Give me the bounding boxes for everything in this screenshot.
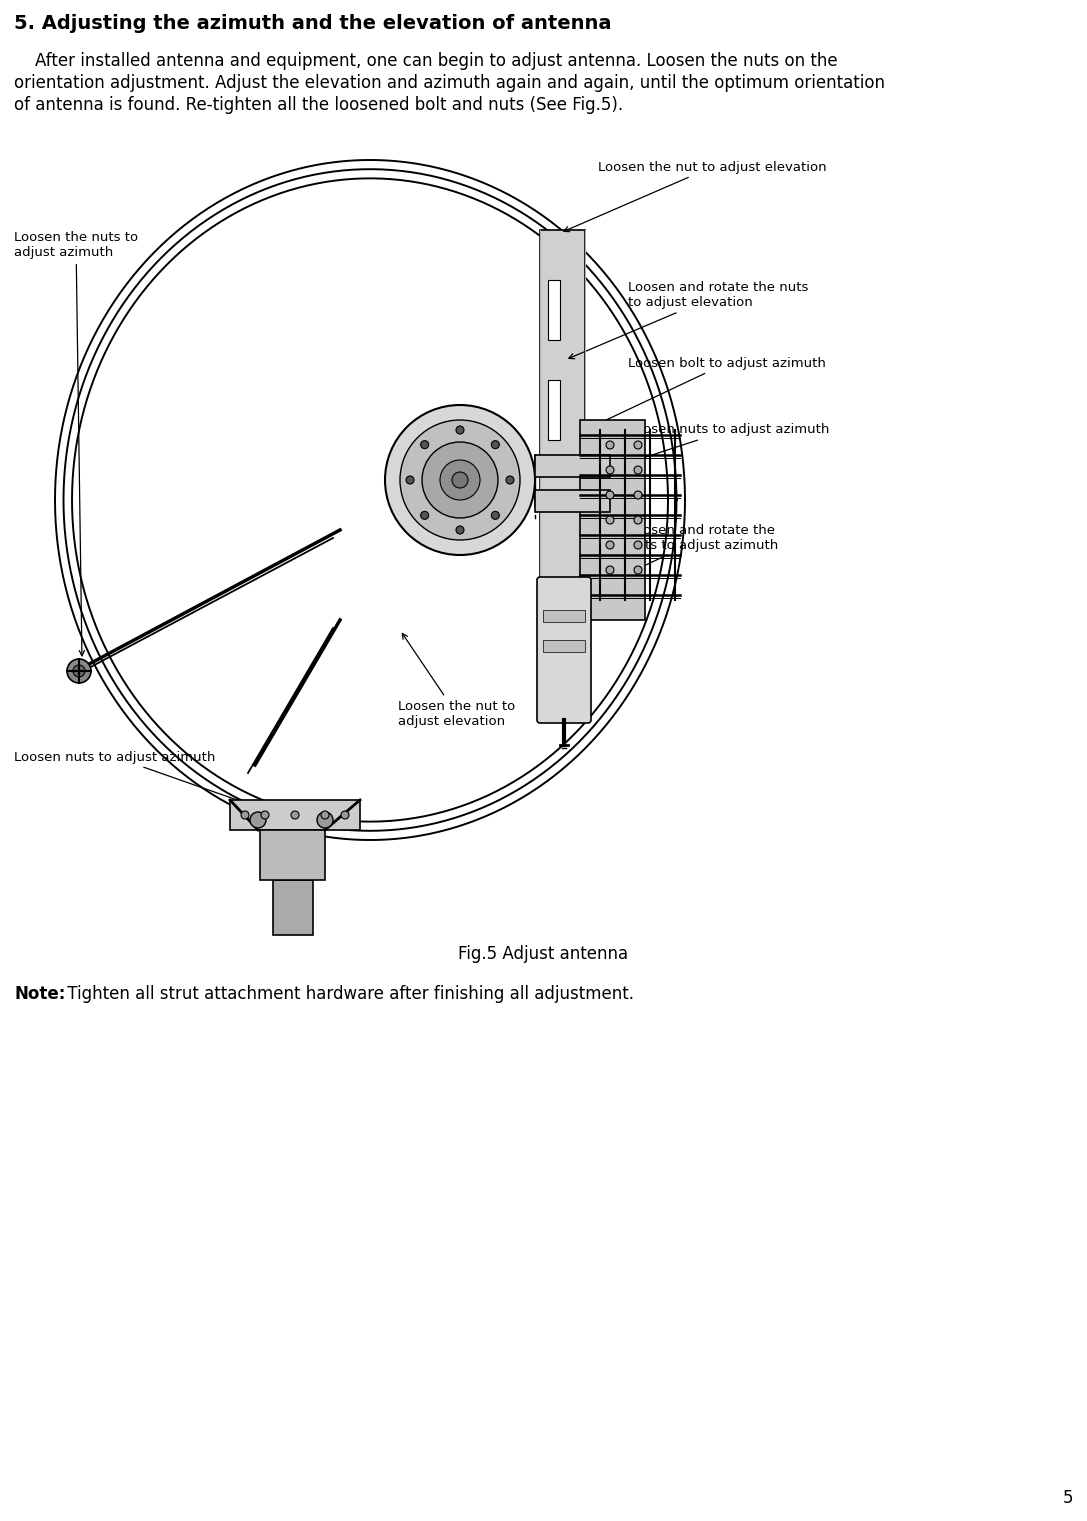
Text: Tighten all strut attachment hardware after finishing all adjustment.: Tighten all strut attachment hardware af… (62, 986, 634, 1002)
Text: of antenna is found. Re-tighten all the loosened bolt and nuts (See Fig.5).: of antenna is found. Re-tighten all the … (14, 96, 623, 114)
Circle shape (385, 405, 535, 555)
Circle shape (634, 566, 642, 573)
Text: 5: 5 (1062, 1489, 1073, 1507)
Circle shape (605, 465, 614, 475)
Text: Loosen nuts to adjust azimuth: Loosen nuts to adjust azimuth (14, 750, 257, 808)
Circle shape (457, 426, 464, 433)
Circle shape (605, 566, 614, 573)
Bar (535, 455, 610, 478)
Circle shape (261, 811, 268, 818)
Circle shape (634, 465, 642, 475)
Circle shape (634, 441, 642, 449)
FancyBboxPatch shape (537, 576, 591, 722)
Circle shape (400, 420, 520, 540)
Circle shape (421, 511, 428, 519)
Circle shape (605, 516, 614, 525)
Bar (580, 420, 645, 621)
Text: After installed antenna and equipment, one can begin to adjust antenna. Loosen t: After installed antenna and equipment, o… (14, 52, 838, 70)
Circle shape (291, 811, 299, 818)
Circle shape (634, 541, 642, 549)
Circle shape (341, 811, 349, 818)
Bar (540, 230, 585, 649)
Text: 5. Adjusting the azimuth and the elevation of antenna: 5. Adjusting the azimuth and the elevati… (14, 14, 612, 33)
Text: Fig.5 Adjust antenna: Fig.5 Adjust antenna (458, 945, 628, 963)
Bar (544, 610, 585, 622)
Circle shape (605, 491, 614, 499)
Bar (273, 881, 313, 935)
Circle shape (605, 541, 614, 549)
Bar (544, 640, 585, 653)
Bar (535, 490, 610, 513)
Text: Loosen the nut to adjust elevation: Loosen the nut to adjust elevation (564, 161, 826, 231)
Bar (230, 800, 360, 830)
Bar (548, 280, 560, 341)
Circle shape (605, 441, 614, 449)
Circle shape (457, 526, 464, 534)
Bar (260, 830, 325, 881)
Circle shape (422, 443, 498, 519)
Text: Loosen the nuts to
adjust azimuth: Loosen the nuts to adjust azimuth (14, 231, 138, 656)
Circle shape (241, 811, 249, 818)
Text: Note:: Note: (14, 986, 65, 1002)
Circle shape (440, 459, 480, 500)
Circle shape (634, 516, 642, 525)
Circle shape (407, 476, 414, 484)
Circle shape (491, 511, 499, 519)
Circle shape (317, 812, 333, 827)
Text: Loosen and rotate the
nuts to adjust azimuth: Loosen and rotate the nuts to adjust azi… (617, 525, 778, 578)
Text: Loosen nuts to adjust azimuth: Loosen nuts to adjust azimuth (610, 423, 829, 470)
Circle shape (321, 811, 329, 818)
Circle shape (250, 812, 266, 827)
Circle shape (73, 665, 85, 677)
Circle shape (634, 491, 642, 499)
Text: Loosen and rotate the nuts
to adjust elevation: Loosen and rotate the nuts to adjust ele… (569, 281, 809, 359)
Text: Loosen bolt to adjust azimuth: Loosen bolt to adjust azimuth (589, 356, 826, 429)
Circle shape (491, 441, 499, 449)
Circle shape (507, 476, 514, 484)
Circle shape (452, 472, 468, 488)
Circle shape (421, 441, 428, 449)
Circle shape (67, 659, 91, 683)
Text: Loosen the nut to
adjust elevation: Loosen the nut to adjust elevation (398, 633, 515, 729)
Text: orientation adjustment. Adjust the elevation and azimuth again and again, until : orientation adjustment. Adjust the eleva… (14, 75, 885, 91)
Bar (548, 380, 560, 440)
